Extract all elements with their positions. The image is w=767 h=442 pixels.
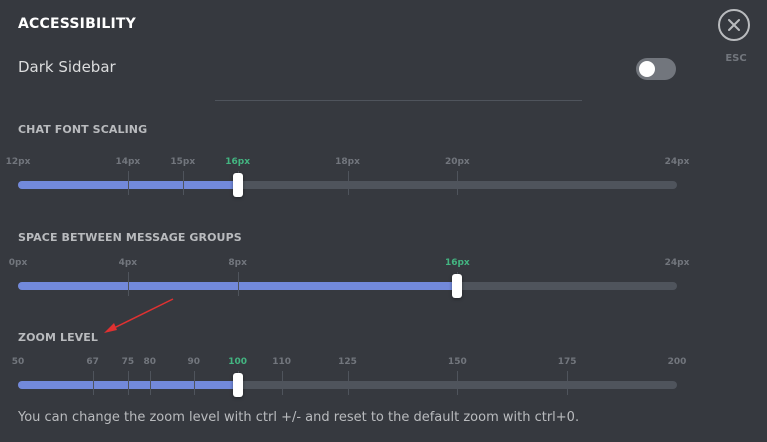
toggle-knob — [639, 61, 655, 77]
zoom-level-title: ZOOM LEVEL — [18, 331, 99, 344]
slider-tick-label: 12px — [5, 157, 31, 167]
slider-tick-label: 67 — [86, 357, 99, 367]
message-spacing-title: SPACE BETWEEN MESSAGE GROUPS — [18, 231, 242, 244]
slider-tick-mark — [127, 371, 129, 395]
slider-tick-label: 24px — [664, 258, 690, 268]
slider-tick-label: 4px — [118, 258, 138, 268]
slider-tick-label: 200 — [667, 357, 687, 367]
slider-tick-label: 14px — [115, 157, 141, 167]
close-icon — [728, 19, 740, 31]
annotation-arrow-icon — [104, 298, 174, 333]
font-scaling-title: CHAT FONT SCALING — [18, 123, 148, 136]
message-spacing-slider[interactable]: 0px 4px 8px 16px 24px — [9, 258, 689, 298]
slider-tick-mark — [347, 171, 349, 195]
slider-tick-label: 175 — [557, 357, 577, 367]
slider-tick-label: 0px — [8, 258, 28, 268]
slider-tick-mark — [457, 371, 459, 395]
slider-tick-mark — [567, 371, 569, 395]
slider-tick-mark — [127, 171, 129, 195]
slider-tick-mark — [127, 272, 129, 296]
slider-tick-label: 16px — [225, 157, 251, 167]
page-title: ACCESSIBILITY — [18, 16, 136, 32]
slider-tick-label: 16px — [444, 258, 470, 268]
slider-tick-label: 24px — [664, 157, 690, 167]
slider-tick-label: 20px — [444, 157, 470, 167]
slider-handle[interactable] — [232, 373, 243, 397]
divider — [215, 100, 582, 101]
slider-handle[interactable] — [452, 274, 463, 298]
slider-tick-label: 150 — [447, 357, 467, 367]
slider-handle[interactable] — [232, 173, 243, 197]
slider-tick-mark — [457, 171, 459, 195]
zoom-helper-text: You can change the zoom level with ctrl … — [18, 410, 580, 425]
slider-tick-label: 8px — [228, 258, 247, 268]
slider-tick-label: 110 — [272, 357, 291, 367]
slider-tick-label: 75 — [121, 357, 135, 367]
slider-tick-mark — [149, 371, 151, 395]
dark-sidebar-label: Dark Sidebar — [18, 58, 116, 76]
slider-tick-mark — [347, 371, 349, 395]
slider-tick-label: 50 — [11, 357, 25, 367]
slider-tick-mark — [237, 272, 239, 296]
slider-tick-mark — [182, 171, 184, 195]
slider-tick-label: 125 — [338, 357, 357, 367]
close-button[interactable] — [718, 9, 750, 41]
slider-tick-label: 90 — [187, 357, 200, 367]
slider-tick-mark — [193, 371, 195, 395]
slider-tick-mark — [92, 371, 94, 395]
dark-sidebar-toggle[interactable] — [636, 58, 676, 80]
font-scaling-slider[interactable]: 12px 14px 15px 16px 18px 20px 24px — [6, 157, 689, 197]
slider-tick-label: 80 — [143, 357, 157, 367]
esc-label: ESC — [725, 53, 747, 64]
zoom-level-slider[interactable]: 50 67 75 80 90 100 110 125 150 175 200 — [12, 357, 686, 397]
slider-tick-label: 18px — [335, 157, 360, 167]
slider-tick-label: 100 — [228, 357, 248, 367]
slider-tick-mark — [281, 371, 283, 395]
slider-tick-label: 15px — [170, 157, 196, 167]
